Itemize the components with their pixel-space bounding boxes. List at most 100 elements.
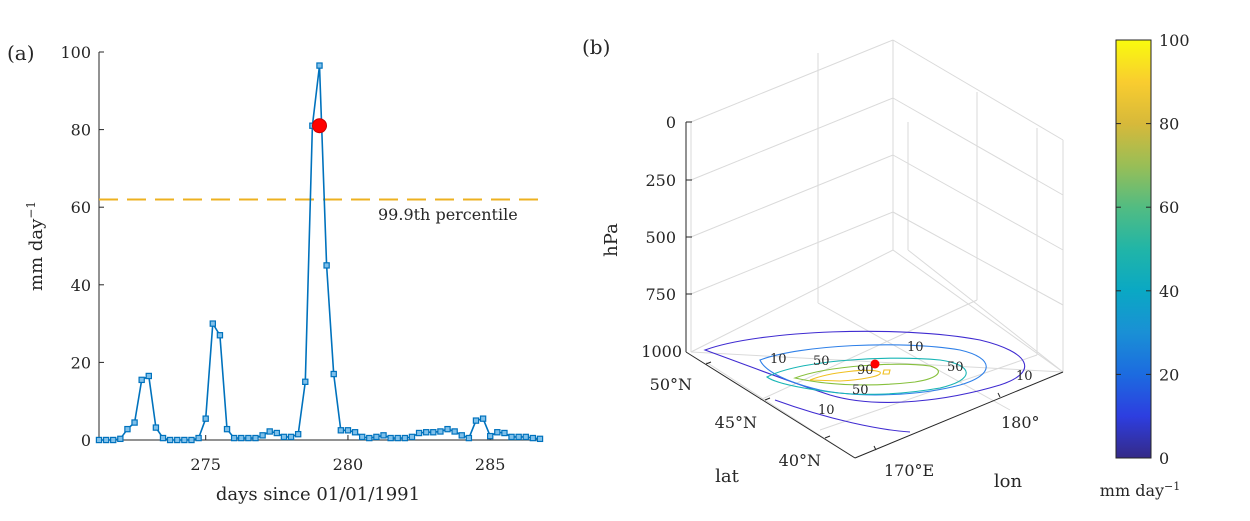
contour-label: 50 xyxy=(813,354,830,369)
lat-tick-40N: 40°N xyxy=(779,451,821,470)
series-point xyxy=(280,433,288,441)
series-point xyxy=(273,429,281,437)
colorbar-ticks: 0 20 40 60 80 100 xyxy=(1116,31,1190,468)
contour-70 xyxy=(793,363,939,386)
panel-a-ylabel: mm day−1 xyxy=(24,201,47,291)
series-point xyxy=(437,428,444,435)
contour-label: 90 xyxy=(857,363,874,378)
panel-a-x-ticks: 275 280 285 xyxy=(190,435,505,474)
lat-tick-45N: 45°N xyxy=(715,413,757,432)
series-point xyxy=(159,434,167,442)
contour-10-tail xyxy=(774,399,911,433)
contour-label: 50 xyxy=(947,360,964,375)
x-tick-label: 280 xyxy=(333,455,364,474)
series-point xyxy=(174,436,181,444)
contour-label: 50 xyxy=(852,383,869,398)
panel-a-xlabel: days since 01/01/1991 xyxy=(216,484,420,505)
series-point xyxy=(465,434,473,442)
panel-b-axes xyxy=(685,121,1064,459)
panel-b-latlabel: lat xyxy=(715,466,739,487)
series-point xyxy=(458,432,465,439)
series-point xyxy=(145,372,152,380)
series-point xyxy=(515,433,522,441)
series-point xyxy=(188,436,195,444)
series-point xyxy=(223,425,231,433)
panel-b-zlabel: hPa xyxy=(601,223,622,257)
event-marker xyxy=(312,118,327,134)
colorbar-tick-label: 100 xyxy=(1159,31,1190,50)
series-point xyxy=(252,434,259,442)
colorbar-tick-label: 60 xyxy=(1159,198,1179,217)
series-point xyxy=(373,433,380,441)
y-tick-label: 100 xyxy=(60,43,91,62)
series-point xyxy=(302,378,309,386)
precip-contours xyxy=(703,330,1026,433)
series-point xyxy=(195,434,202,442)
z-tick-1000: 1000 xyxy=(641,342,682,361)
series-point xyxy=(351,429,359,436)
series-point xyxy=(529,434,537,442)
series-point xyxy=(131,419,138,426)
colorbar-tick-label: 80 xyxy=(1159,115,1179,134)
series-point xyxy=(117,435,124,443)
y-tick-label: 0 xyxy=(81,431,91,450)
colorbar xyxy=(1115,39,1152,459)
series-point xyxy=(422,429,430,436)
series-point xyxy=(124,425,131,433)
series-point xyxy=(166,436,174,444)
contour-50 xyxy=(765,357,967,395)
series-point xyxy=(394,434,401,442)
colorbar-tick-label: 0 xyxy=(1159,449,1169,468)
contour-label: 10 xyxy=(1016,369,1033,384)
series-point xyxy=(401,434,409,442)
series-point xyxy=(508,433,515,441)
series-point xyxy=(380,432,387,439)
series-point xyxy=(138,376,145,384)
series-point xyxy=(472,417,480,424)
contour-30 xyxy=(759,344,987,396)
contour-label: 10 xyxy=(818,403,835,418)
series-point xyxy=(202,415,209,422)
x-tick-label: 285 xyxy=(475,455,506,474)
lat-tick-50N: 50°N xyxy=(650,375,692,394)
panel-b-lonlabel: lon xyxy=(994,471,1023,492)
series-point xyxy=(95,436,103,444)
y-tick-label: 80 xyxy=(71,121,91,140)
z-tick-0: 0 xyxy=(666,113,676,132)
contour-labels: 10 50 90 50 50 10 10 10 xyxy=(770,340,1033,418)
series-point xyxy=(536,435,544,443)
lon-tick-170E: 170°E xyxy=(884,461,934,480)
series-point xyxy=(330,370,337,378)
series-point xyxy=(415,429,423,437)
series-point xyxy=(358,433,366,441)
series-point xyxy=(238,434,245,442)
series-point xyxy=(366,434,373,442)
lon-tick-180: 180° xyxy=(1001,413,1040,432)
contour-90 xyxy=(809,369,881,382)
series-point xyxy=(501,429,508,437)
series-point xyxy=(344,427,352,434)
y-tick-label: 20 xyxy=(71,353,91,372)
panel-a-tag: (a) xyxy=(7,41,35,65)
series-point xyxy=(110,436,117,444)
precip-series-markers xyxy=(95,62,544,444)
series-point xyxy=(387,434,394,442)
series-point xyxy=(487,432,494,440)
series-point xyxy=(294,430,302,438)
panel-b-tag: (b) xyxy=(582,35,610,59)
contour-90-small xyxy=(882,369,891,375)
series-point xyxy=(408,433,416,441)
contour-label: 10 xyxy=(907,340,924,355)
series-point xyxy=(444,425,451,433)
panel-a-y-ticks: 0 20 40 60 80 100 xyxy=(60,43,104,450)
series-point xyxy=(209,320,217,327)
x-tick-label: 275 xyxy=(190,455,221,474)
colorbar-tick-label: 20 xyxy=(1159,365,1179,384)
contour-label: 10 xyxy=(770,352,787,367)
series-point xyxy=(230,434,238,442)
series-point xyxy=(245,434,252,442)
series-point xyxy=(266,428,273,435)
series-point xyxy=(323,262,330,269)
percentile-label: 99.9th percentile xyxy=(378,205,518,224)
